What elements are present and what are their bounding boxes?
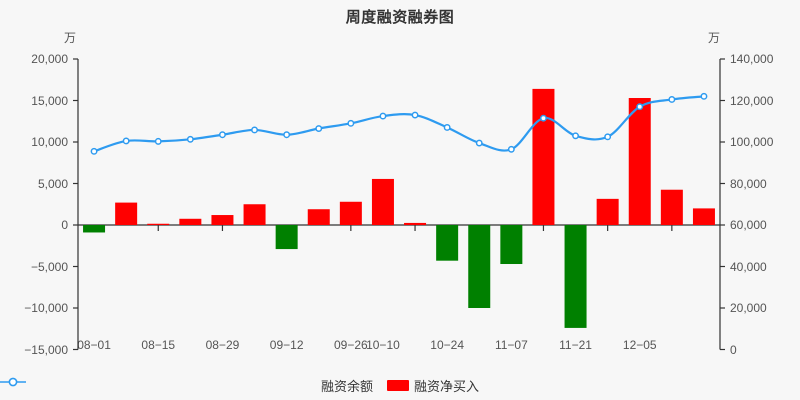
bar [307, 209, 330, 225]
x-axis-tick: 12−05 [622, 338, 657, 352]
line-data-point [443, 124, 451, 131]
chart-legend: 融资余额 融资净买入 [0, 376, 800, 395]
x-axis-tick: 10−10 [366, 338, 400, 352]
line-data-point [475, 139, 483, 147]
legend-item-margin-balance[interactable]: 融资余额 [0, 376, 373, 395]
bar [179, 218, 202, 225]
legend-item-net-purchase[interactable]: 融资净买入 [387, 376, 479, 395]
right-axis-tick: 40,000 [730, 259, 767, 274]
left-axis-unit: 万 [64, 31, 77, 45]
bar [692, 208, 715, 225]
bar [564, 225, 587, 328]
right-axis-tick: 120,000 [730, 93, 774, 108]
bar [275, 225, 298, 250]
right-axis-unit: 万 [708, 31, 721, 45]
line-data-point [283, 131, 291, 139]
left-axis-tick: 5,000 [37, 176, 68, 191]
chart-title: 周度融资融券图 [345, 9, 455, 26]
line-data-point [315, 125, 323, 132]
x-axis-tick: 08−15 [141, 338, 176, 352]
line-data-point [219, 131, 226, 139]
bar [115, 202, 138, 225]
line-marker-icon [0, 377, 26, 387]
bar [371, 178, 394, 225]
x-axis-tick: 09−12 [269, 338, 304, 352]
bar [339, 201, 362, 225]
left-axis-tick: 0 [61, 218, 68, 232]
line-data-point [572, 132, 579, 140]
left-axis-tick: −5,000 [30, 259, 68, 274]
line-data-point [540, 114, 547, 122]
bar [436, 225, 459, 261]
bar [628, 98, 651, 225]
line-data-point [347, 119, 355, 127]
line-data-point [604, 133, 612, 141]
right-axis-tick: 0 [730, 342, 737, 357]
right-axis-tick: 20,000 [730, 301, 767, 315]
bar [532, 88, 555, 225]
right-axis-tick: 80,000 [730, 176, 767, 191]
legend-label-net-purchase: 融资净买入 [414, 379, 480, 394]
line-data-point [507, 145, 515, 153]
line-data-point [186, 135, 194, 143]
bar-swatch-icon [387, 380, 409, 391]
line-data-point [700, 92, 708, 100]
x-axis-tick: 08−01 [77, 338, 111, 352]
x-axis-tick: 09−26 [333, 338, 368, 352]
bar [660, 189, 683, 225]
line-data-point [411, 111, 419, 119]
line-data-point [251, 126, 259, 134]
x-axis-tick: 10−24 [430, 338, 464, 352]
bar [500, 225, 523, 265]
left-axis-tick: 15,000 [31, 93, 68, 108]
left-axis-tick: −10,000 [24, 301, 68, 315]
left-axis-tick: 10,000 [31, 135, 68, 149]
bar [147, 223, 170, 225]
x-axis-tick: 08−29 [205, 338, 240, 352]
bar [404, 222, 427, 225]
line-data-point [636, 103, 644, 111]
right-axis-tick: 60,000 [730, 218, 767, 232]
line-data-point [379, 112, 387, 120]
line-data-point [668, 96, 676, 103]
x-axis-tick: 11−21 [559, 338, 592, 352]
bar [211, 215, 234, 225]
legend-label-margin-balance: 融资余额 [320, 379, 373, 394]
bar [83, 225, 106, 233]
line-data-point [122, 137, 130, 145]
right-axis-tick: 100,000 [730, 135, 774, 149]
x-axis-tick: 11−07 [494, 338, 528, 352]
bar [243, 204, 266, 225]
right-axis-tick: 140,000 [730, 52, 774, 66]
left-axis-tick: −15,000 [24, 342, 68, 357]
bar [468, 225, 491, 308]
bar [596, 198, 619, 225]
line-data-point [90, 147, 98, 155]
left-axis-tick: 20,000 [31, 52, 68, 66]
line-data-point [154, 137, 162, 145]
margin-balance-line [92, 95, 706, 153]
